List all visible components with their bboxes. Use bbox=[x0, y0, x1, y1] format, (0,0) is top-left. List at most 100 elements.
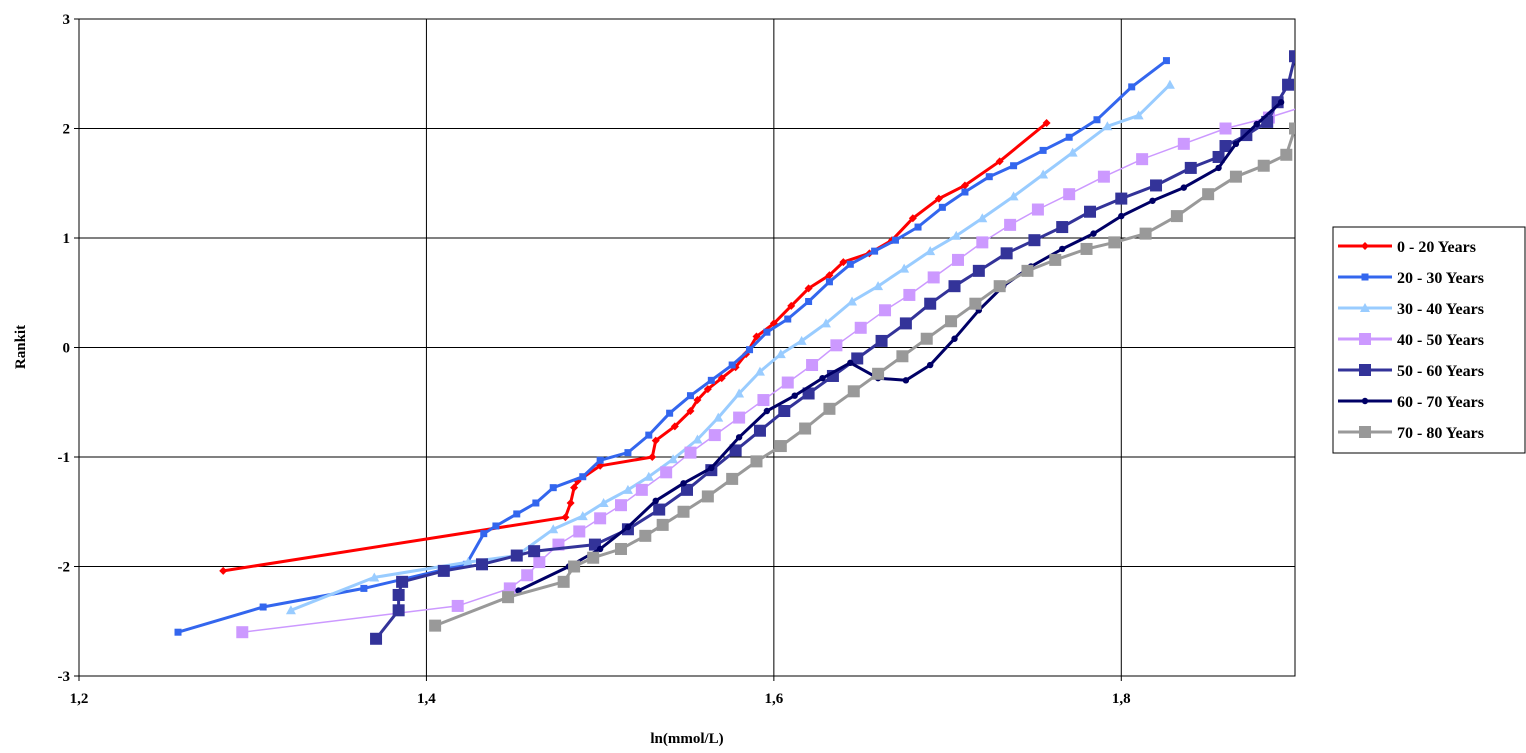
data-point bbox=[614, 542, 627, 555]
data-point bbox=[1000, 247, 1013, 260]
data-point bbox=[451, 599, 464, 612]
data-point bbox=[570, 483, 579, 492]
data-point bbox=[753, 424, 766, 437]
data-point bbox=[1059, 245, 1066, 253]
data-point bbox=[1065, 133, 1073, 141]
y-tick-label: 0 bbox=[63, 341, 71, 357]
data-point bbox=[1102, 121, 1113, 131]
data-point bbox=[652, 497, 659, 504]
y-tick-label: 3 bbox=[63, 12, 71, 28]
data-point bbox=[480, 530, 488, 538]
data-point bbox=[830, 339, 843, 352]
legend-item-20-30-years: 20 - 30 Years bbox=[1338, 270, 1484, 287]
data-point bbox=[360, 584, 368, 592]
data-point bbox=[778, 405, 791, 418]
legend-label: 50 - 60 Years bbox=[1397, 363, 1484, 380]
x-tick-label: 1,2 bbox=[70, 691, 89, 707]
data-point bbox=[548, 524, 559, 534]
legend-item-60-70-years: 60 - 70 Years bbox=[1338, 394, 1484, 411]
data-point bbox=[703, 385, 712, 394]
data-point bbox=[1133, 110, 1144, 120]
data-point bbox=[392, 588, 405, 601]
data-point bbox=[927, 361, 934, 369]
series-line bbox=[517, 101, 1283, 592]
data-point bbox=[823, 402, 836, 415]
data-point bbox=[951, 230, 962, 240]
series-20-30-years bbox=[174, 57, 1170, 636]
data-point bbox=[1090, 230, 1097, 237]
data-point bbox=[972, 264, 985, 277]
data-point bbox=[566, 498, 575, 507]
data-point bbox=[1298, 101, 1310, 113]
data-point bbox=[624, 523, 632, 531]
legend: 0 - 20 Years 20 - 30 Years 30 - 40 Years 40… bbox=[1332, 226, 1526, 454]
data-point bbox=[819, 374, 826, 382]
data-point bbox=[1021, 264, 1034, 277]
data-point bbox=[1028, 234, 1041, 247]
data-point bbox=[1164, 79, 1175, 89]
legend-label: 40 - 50 Years bbox=[1397, 332, 1484, 349]
data-point bbox=[1031, 203, 1044, 216]
data-point bbox=[1067, 147, 1078, 157]
data-point bbox=[463, 557, 474, 567]
data-point bbox=[568, 560, 581, 573]
data-point bbox=[660, 466, 673, 479]
data-point bbox=[594, 512, 607, 525]
data-point bbox=[370, 632, 383, 645]
series-0-20-years bbox=[219, 119, 1051, 575]
y-tick-label: 2 bbox=[63, 122, 71, 138]
data-point bbox=[961, 188, 969, 196]
data-point bbox=[651, 436, 660, 445]
data-point bbox=[879, 304, 892, 317]
data-point bbox=[1277, 99, 1285, 106]
data-point bbox=[503, 582, 516, 595]
data-point bbox=[750, 455, 763, 468]
data-point bbox=[899, 317, 912, 330]
x-tick-label: 1,8 bbox=[1112, 691, 1131, 707]
data-point bbox=[872, 367, 885, 380]
data-point bbox=[656, 518, 669, 531]
data-point bbox=[1108, 236, 1121, 249]
legend-item-30-40-years: 30 - 40 Years bbox=[1338, 301, 1484, 318]
data-point bbox=[596, 545, 604, 553]
data-point bbox=[896, 350, 909, 363]
data-point bbox=[746, 346, 754, 354]
data-point bbox=[1289, 50, 1295, 63]
data-point bbox=[686, 407, 695, 416]
data-point bbox=[1215, 164, 1222, 172]
legend-item-50-60-years: 50 - 60 Years bbox=[1338, 363, 1484, 380]
data-point bbox=[846, 260, 854, 268]
data-point bbox=[796, 335, 807, 345]
legend-swatch-marker bbox=[1361, 397, 1369, 405]
data-point bbox=[1039, 146, 1047, 154]
data-point bbox=[492, 522, 500, 530]
data-point bbox=[791, 392, 798, 399]
data-point bbox=[1115, 192, 1128, 205]
y-tick-label: -3 bbox=[58, 669, 71, 685]
data-point bbox=[614, 499, 627, 512]
data-point bbox=[392, 604, 405, 617]
legend-label: 30 - 40 Years bbox=[1397, 301, 1484, 318]
data-point bbox=[701, 490, 714, 503]
data-point bbox=[577, 511, 588, 521]
data-point bbox=[825, 271, 834, 280]
data-point bbox=[1177, 137, 1190, 150]
x-tick-label: 1,6 bbox=[764, 691, 783, 707]
data-point bbox=[774, 440, 787, 453]
data-point bbox=[951, 335, 958, 342]
data-point bbox=[804, 284, 813, 293]
data-point bbox=[1229, 170, 1242, 183]
data-point bbox=[899, 263, 910, 273]
data-point bbox=[1149, 197, 1156, 204]
data-point bbox=[873, 281, 884, 291]
data-point bbox=[668, 454, 679, 464]
data-point bbox=[1162, 57, 1170, 65]
data-point bbox=[754, 366, 765, 376]
data-point bbox=[1084, 205, 1097, 218]
data-point bbox=[1128, 83, 1136, 91]
y-axis-title: Rankit bbox=[13, 325, 29, 369]
data-point bbox=[1282, 78, 1295, 91]
data-point bbox=[561, 513, 570, 522]
data-point bbox=[951, 253, 964, 266]
data-point bbox=[1139, 227, 1152, 240]
